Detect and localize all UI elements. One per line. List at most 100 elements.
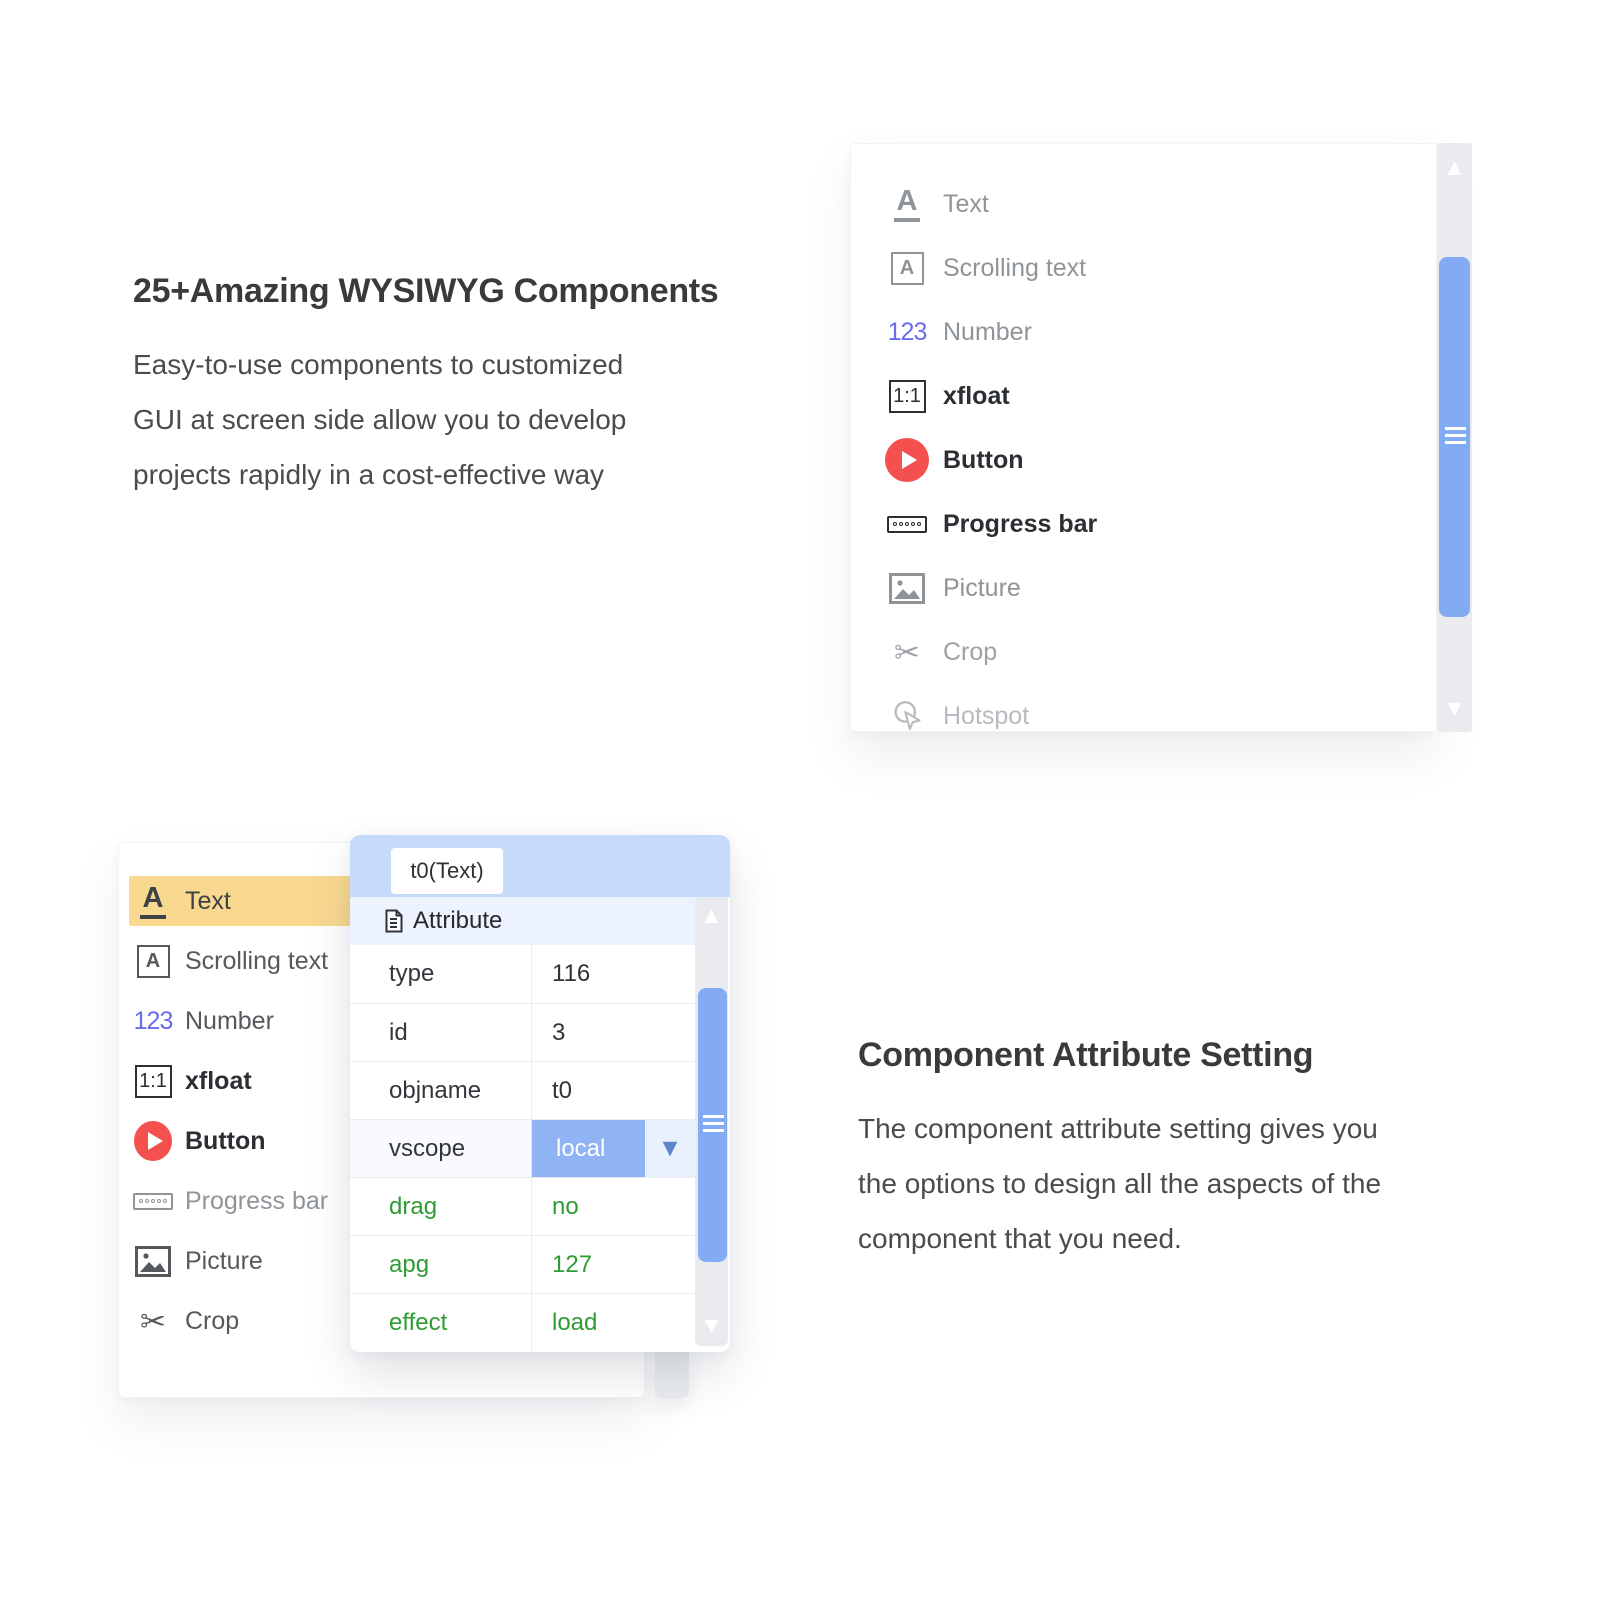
component-item-label: Text [943,189,989,218]
scroll-up-icon[interactable]: ▲ [700,902,723,928]
component-item-label: Progress bar [943,509,1098,538]
component-item-label: Scrolling text [943,253,1087,282]
attribute-copy: Component Attribute Setting The componen… [858,1036,1538,1266]
component-item-xfloat[interactable]: 1:1 xfloat [119,1051,644,1111]
picture-icon [134,1245,172,1277]
scrollbar-track[interactable]: ▲ ▼ [1437,143,1472,732]
attribute-row-effect: effect load [350,1293,695,1351]
attribute-body: The component attribute setting gives yo… [858,1101,1538,1266]
attribute-value[interactable]: 116 [531,945,695,1003]
wysiwyg-heading: 25+Amazing WYSIWYG Components [133,272,719,310]
component-item-label: Button [185,1126,266,1155]
dropdown-selected-value[interactable]: local [532,1120,645,1177]
component-item-button[interactable]: Button [119,1111,644,1171]
xfloat-icon: 1:1 [885,379,929,413]
body-line: component that you need. [858,1223,1182,1254]
number-icon: 123 [133,1006,174,1035]
attribute-scrollbar-track[interactable]: ▲ ▼ [695,897,728,1346]
scrollbar-thumb[interactable] [1439,257,1470,617]
component-item-progress-bar[interactable]: Progress bar [119,1171,644,1231]
progress-bar-icon [885,515,929,533]
component-item-label: Number [185,1006,274,1035]
wysiwyg-body: Easy-to-use components to customized GUI … [133,337,793,502]
attribute-key: effect [389,1308,448,1336]
component-item-label: Picture [185,1246,263,1275]
attribute-heading: Component Attribute Setting [858,1036,1314,1074]
scroll-down-icon[interactable]: ▼ [1443,695,1466,721]
component-item-scrolling-text[interactable]: A Scrolling text [885,236,1436,300]
panel-bottom-tab [655,1352,689,1398]
attribute-row-drag: drag no [350,1177,695,1235]
scroll-down-icon[interactable]: ▼ [700,1312,723,1338]
attribute-row-type: type 116 [350,945,695,1003]
component-item-label: Crop [943,637,998,666]
attribute-value[interactable]: t0 [531,1062,695,1119]
component-item-label: Crop [185,1306,240,1335]
component-item-label: xfloat [185,1066,252,1095]
component-item-label: Picture [943,573,1021,602]
component-item-progress-bar[interactable]: Progress bar [885,492,1436,556]
attribute-value[interactable]: load [531,1294,695,1351]
component-item-picture[interactable]: Picture [885,556,1436,620]
component-list: A Text A Scrolling text 123 Number 1:1 xfloat Bu… [851,172,1436,732]
attribute-panel-body: Attribute type 116 id 3 objname t0 vscope local… [350,897,695,1351]
component-item-crop[interactable]: ✂ Crop [885,620,1436,684]
body-line: GUI at screen side allow you to develop [133,404,627,435]
hotspot-icon [885,700,929,732]
picture-icon [885,572,929,604]
attribute-value-dropdown[interactable]: local ▼ [531,1120,695,1177]
component-item-label: Button [943,445,1024,474]
component-item-label: Progress bar [185,1186,329,1215]
component-item-label: Scrolling text [185,946,329,975]
component-item-xfloat[interactable]: 1:1 xfloat [885,364,1436,428]
wysiwyg-copy: 25+Amazing WYSIWYG Components Easy-to-us… [133,272,793,502]
selected-object-tab[interactable]: t0(Text) [391,848,503,894]
attribute-row-apg: apg 127 [350,1235,695,1293]
attribute-row-id: id 3 [350,1003,695,1061]
document-icon [384,909,404,933]
component-item-number[interactable]: 123 Number [119,991,644,1051]
attribute-key: type [389,960,435,987]
attribute-value[interactable]: 3 [531,1004,695,1061]
component-item-number[interactable]: 123 Number [885,300,1436,364]
dropdown-arrow-icon[interactable]: ▼ [645,1120,695,1177]
component-item-text[interactable]: A Text [885,172,1436,236]
component-list-card: A Text A Scrolling text 123 Number 1:1 xfloat Bu… [850,143,1437,732]
attribute-scrollbar-thumb[interactable] [698,988,727,1262]
attribute-section-header: Attribute [350,897,695,945]
body-line: the options to design all the aspects of… [858,1168,1382,1199]
attribute-panel: t0(Text) Attribute type 116 id 3 objname t0 vs… [350,835,730,1352]
component-item-label: xfloat [943,381,1010,410]
scrollbar-grip-icon [1444,427,1466,430]
progress-bar-icon [133,1192,173,1210]
attribute-key: drag [389,1192,438,1220]
component-item-label: Number [943,317,1032,346]
attribute-value[interactable]: 127 [531,1236,695,1293]
attribute-key: objname [389,1076,482,1104]
attribute-value[interactable]: no [531,1178,695,1235]
component-item-label: Text [185,886,231,915]
scrolling-text-icon: A [885,251,929,285]
attribute-key: vscope [389,1134,466,1162]
attribute-key: id [389,1018,408,1046]
body-line: Easy-to-use components to customized [133,349,624,380]
button-icon [134,1121,172,1161]
attribute-row-objname: objname t0 [350,1061,695,1119]
text-icon: A [134,883,172,919]
scroll-up-icon[interactable]: ▲ [1443,154,1466,180]
scrolling-text-icon: A [134,944,172,978]
body-line: The component attribute setting gives yo… [858,1113,1378,1144]
attribute-section-label: Attribute [413,907,503,934]
body-line: projects rapidly in a cost-effective way [133,459,605,490]
attribute-key: apg [389,1250,430,1278]
crop-icon: ✂ [894,634,920,670]
component-item-button[interactable]: Button [885,428,1436,492]
button-icon [885,438,929,482]
number-icon: 123 [887,317,928,346]
component-item-scrolling-text[interactable]: A Scrolling text [119,931,644,991]
attribute-row-vscope: vscope local ▼ [350,1119,695,1177]
component-item-crop[interactable]: ✂ Crop [119,1291,644,1351]
component-item-picture[interactable]: Picture [119,1231,644,1291]
component-item-hotspot[interactable]: Hotspot [885,684,1436,732]
